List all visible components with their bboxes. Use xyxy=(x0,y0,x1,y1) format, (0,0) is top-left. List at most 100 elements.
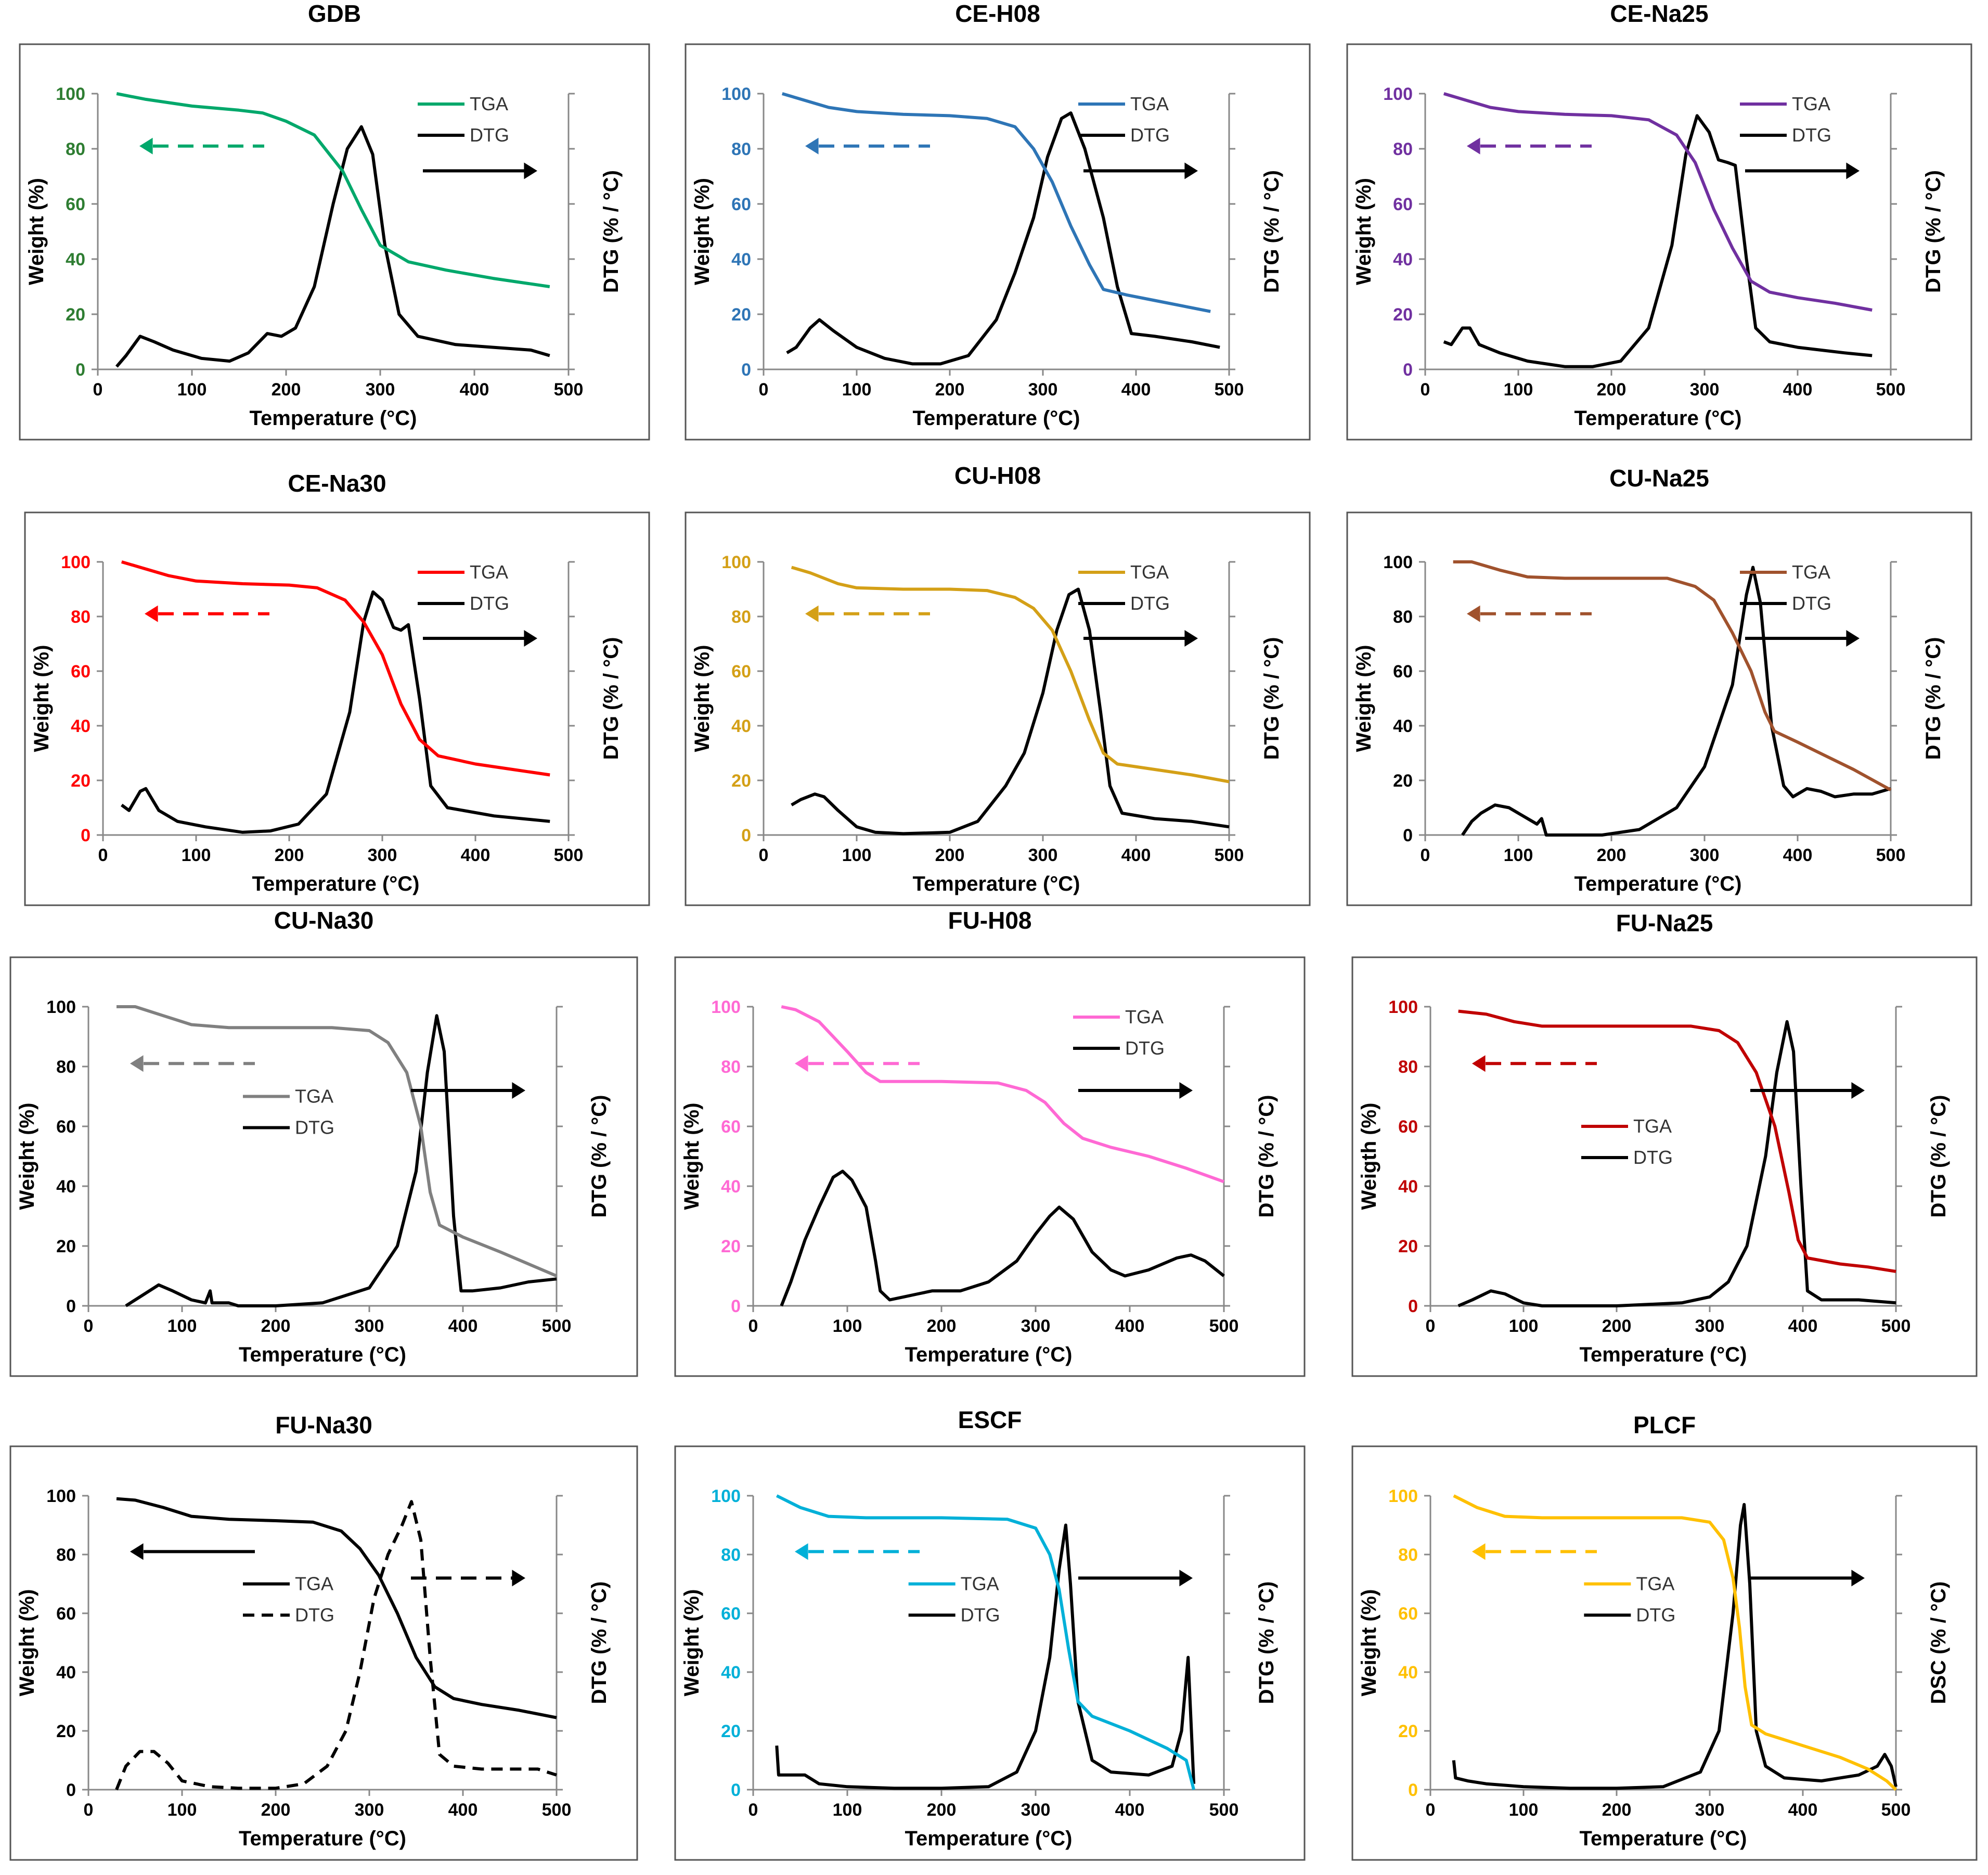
x-tick-label: 100 xyxy=(177,380,207,400)
chart-panel: GDB 0 100 200 300 400 500 0 20 40 60 80 100 Temperatu… xyxy=(19,0,650,441)
x-tick-label: 200 xyxy=(927,1316,957,1336)
tga-line xyxy=(781,92,1211,313)
tga-arrow-head xyxy=(130,1055,144,1072)
y-tick-label: 0 xyxy=(731,1780,741,1800)
x-tick-label: 400 xyxy=(1121,380,1151,400)
x-tick-label: 100 xyxy=(167,1316,197,1336)
tga-line xyxy=(776,1494,1196,1790)
y-tick-label: 40 xyxy=(721,1663,741,1683)
y2-axis-label: DTG (% / °C) xyxy=(1260,170,1283,293)
y-tick-label: 80 xyxy=(56,1545,76,1565)
y-tick-label: 40 xyxy=(721,1177,741,1197)
y2-axis-label: DTG (% / °C) xyxy=(1927,1095,1950,1218)
y-tick-label: 0 xyxy=(75,360,85,380)
x-tick-label: 200 xyxy=(1597,380,1626,400)
dtg-arrow-head xyxy=(1846,162,1860,179)
x-tick-label: 200 xyxy=(935,845,965,865)
x-tick-label: 100 xyxy=(1509,1316,1539,1336)
x-tick-label: 100 xyxy=(842,380,872,400)
y-tick-label: 100 xyxy=(46,1486,76,1506)
legend-dtg-label: DTG xyxy=(1125,1037,1165,1059)
x-tick-label: 500 xyxy=(1215,380,1244,400)
panel-title: GDB xyxy=(308,0,361,27)
dtg-line xyxy=(1443,114,1873,368)
panel-title: CU-Na30 xyxy=(274,907,374,934)
x-tick-label: 200 xyxy=(261,1316,291,1336)
x-tick-label: 300 xyxy=(1690,380,1720,400)
tga-arrow-head xyxy=(139,137,153,155)
x-tick-label: 100 xyxy=(833,1316,862,1336)
x-tick-label: 0 xyxy=(1426,1316,1436,1336)
x-axis-label: Temperature (°C) xyxy=(1580,1827,1747,1850)
y-tick-label: 20 xyxy=(56,1722,76,1741)
x-tick-label: 400 xyxy=(1115,1800,1145,1820)
y-tick-label: 100 xyxy=(1383,84,1413,104)
dtg-arrow-head xyxy=(1846,630,1860,647)
y-tick-label: 0 xyxy=(741,360,751,380)
legend-tga-label: TGA xyxy=(1130,93,1169,114)
chart-panel: ESCF 0 100 200 300 400 500 0 20 40 60 80 100 Temperat… xyxy=(674,1406,1306,1861)
panel-title: FU-Na25 xyxy=(1616,909,1713,936)
y-axis-label: Weight (%) xyxy=(1352,645,1375,752)
y-tick-label: 60 xyxy=(1398,1604,1418,1624)
y2-axis-label: DTG (% / °C) xyxy=(1255,1095,1278,1218)
y-tick-label: 40 xyxy=(1398,1663,1418,1683)
panel-frame xyxy=(9,1445,638,1861)
legend-dtg-label: DTG xyxy=(1792,593,1831,614)
legend-dtg-label: DTG xyxy=(295,1604,334,1626)
y-tick-label: 80 xyxy=(721,1057,741,1077)
legend-tga-label: TGA xyxy=(295,1086,333,1107)
dtg-arrow-head xyxy=(1851,1570,1865,1587)
dtg-arrow-head xyxy=(524,162,537,179)
x-tick-label: 200 xyxy=(935,380,965,400)
y-tick-label: 0 xyxy=(1403,826,1413,845)
tga-arrow-head xyxy=(145,605,158,622)
y-axis-label: Weight (%) xyxy=(30,645,53,752)
x-axis-label: Temperature (°C) xyxy=(239,1343,406,1366)
y-tick-label: 100 xyxy=(56,84,85,104)
tga-arrow-head xyxy=(1467,137,1480,155)
panel-title: PLCF xyxy=(1633,1411,1696,1439)
y2-axis-label: DTG (% / °C) xyxy=(600,170,623,293)
legend-dtg-label: DTG xyxy=(1633,1147,1673,1168)
legend-dtg-label: DTG xyxy=(1636,1604,1675,1626)
y-tick-label: 40 xyxy=(731,716,751,736)
y2-axis-label: DTG (% / °C) xyxy=(1255,1582,1278,1704)
panel-title: CE-H08 xyxy=(955,0,1040,27)
dtg-line xyxy=(1457,1020,1896,1307)
legend-tga-label: TGA xyxy=(1130,561,1169,583)
x-tick-label: 0 xyxy=(748,1316,758,1336)
y-tick-label: 60 xyxy=(71,662,91,682)
x-tick-label: 200 xyxy=(1602,1800,1632,1820)
y-tick-label: 20 xyxy=(66,305,85,325)
legend-tga-label: TGA xyxy=(1125,1006,1164,1028)
y-axis-label: Weight (%) xyxy=(16,1103,38,1210)
y2-axis-label: DTG (% / °C) xyxy=(1260,637,1283,760)
y-tick-label: 40 xyxy=(56,1663,76,1683)
y-tick-label: 80 xyxy=(731,139,751,159)
x-tick-label: 500 xyxy=(542,1800,572,1820)
dtg-arrow-head xyxy=(524,630,537,647)
y-axis-label: Weight (%) xyxy=(16,1589,38,1697)
panel-title: CU-Na25 xyxy=(1609,465,1709,492)
legend-dtg-label: DTG xyxy=(470,124,509,146)
x-tick-label: 500 xyxy=(542,1316,572,1336)
x-axis-label: Temperature (°C) xyxy=(1574,407,1742,430)
x-tick-label: 400 xyxy=(1788,1316,1818,1336)
x-tick-label: 200 xyxy=(275,845,304,865)
y-tick-label: 80 xyxy=(66,139,85,159)
tga-line xyxy=(1453,1494,1897,1791)
x-tick-label: 300 xyxy=(1021,1316,1051,1336)
legend-dtg-label: DTG xyxy=(1130,124,1170,146)
tga-arrow-head xyxy=(795,1055,808,1072)
y-tick-label: 0 xyxy=(1403,360,1413,380)
y-tick-label: 60 xyxy=(721,1117,741,1137)
x-tick-label: 500 xyxy=(1209,1316,1239,1336)
x-tick-label: 400 xyxy=(1788,1800,1818,1820)
panel-frame xyxy=(685,511,1311,906)
y-tick-label: 80 xyxy=(731,607,751,627)
y-tick-label: 0 xyxy=(1408,1296,1418,1316)
tga-arrow-head xyxy=(1472,1055,1486,1072)
y-tick-label: 60 xyxy=(56,1604,76,1624)
x-tick-label: 0 xyxy=(1421,380,1430,400)
